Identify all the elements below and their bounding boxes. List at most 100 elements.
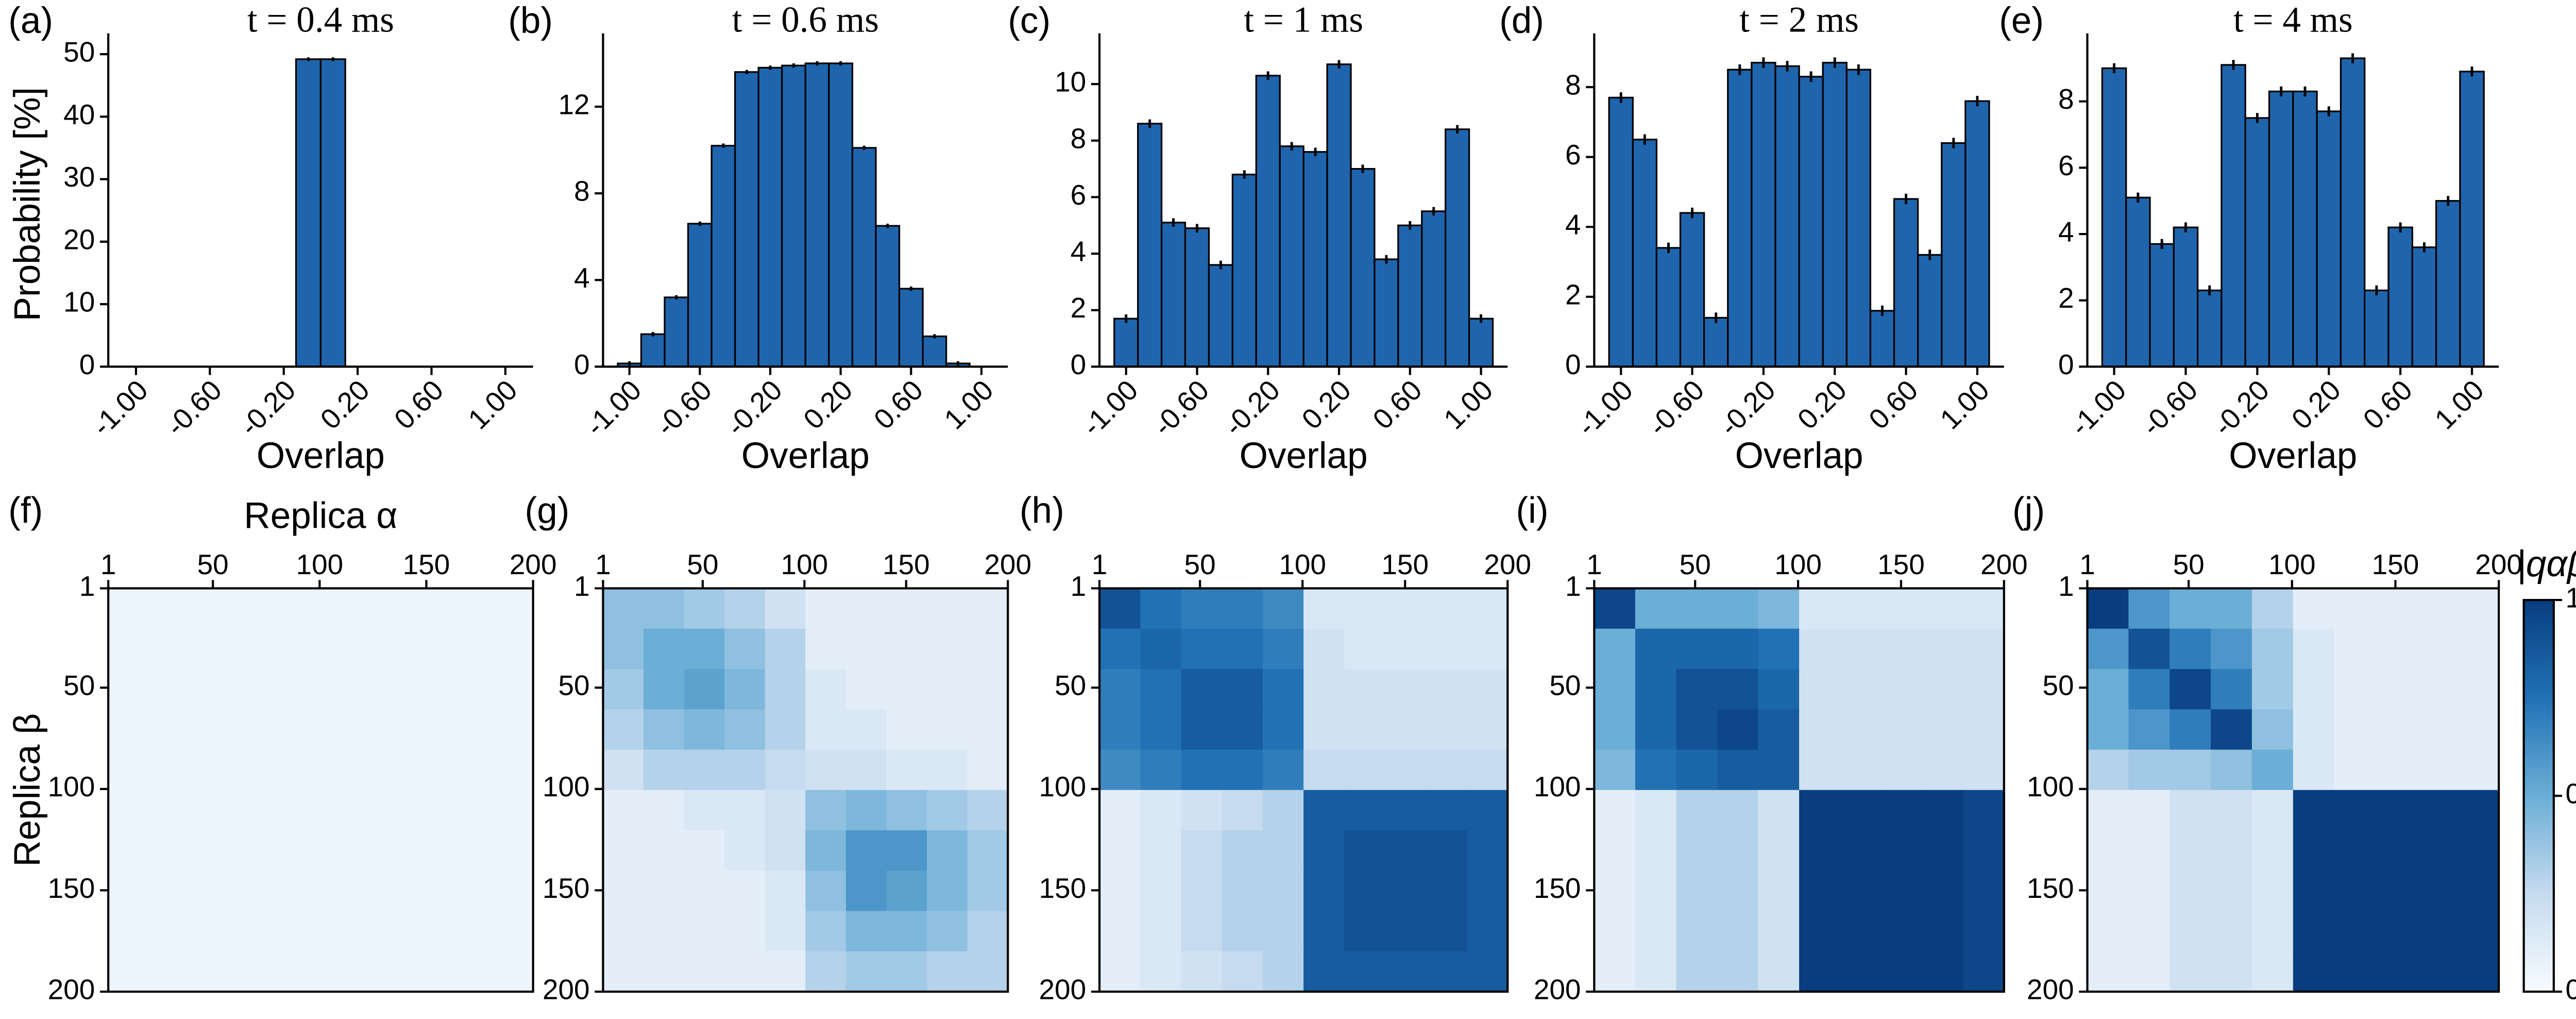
heatmap-cell [363, 709, 406, 750]
heatmap-cell [108, 588, 151, 629]
x-tick-label: 0.20 [797, 374, 858, 435]
heatmap-cell [967, 628, 1009, 670]
heatmap-cell [684, 830, 725, 872]
panel-label: (e) [1999, 1, 2044, 41]
heatmap-cell [150, 628, 194, 670]
heatmap-cell [2293, 951, 2335, 992]
bar [1468, 318, 1494, 368]
x-tick-label: 0.20 [314, 374, 376, 435]
bar [2411, 246, 2437, 368]
x-tick-label: -0.20 [1218, 374, 1286, 442]
y-tick-label: 1 [2058, 570, 2074, 602]
heatmap-cell [1758, 830, 1800, 872]
bar [2101, 67, 2127, 368]
y-tick-label: 0 [574, 348, 590, 380]
heatmap-cell [1467, 628, 1509, 670]
panel-label: (g) [525, 491, 570, 531]
heatmap-cell [2334, 830, 2376, 872]
heatmap-cell [1344, 588, 1386, 629]
heatmap-cell [2251, 669, 2294, 710]
heatmap-cell [1181, 669, 1223, 710]
heatmap-cell [927, 830, 968, 872]
heatmap-cell [1099, 749, 1141, 791]
bar [1798, 76, 1824, 368]
heatmap-cell [684, 628, 725, 670]
heatmap-cell [1262, 830, 1304, 872]
heatmap-cell [805, 669, 846, 710]
x-tick-label: 200 [510, 548, 557, 580]
heatmap-cell [603, 951, 645, 992]
y-tick-label: 4 [574, 262, 590, 294]
heatmap-cell [603, 871, 645, 912]
heatmap-cell [2170, 911, 2212, 952]
heatmap-cell [363, 628, 406, 670]
heatmap-cell [1676, 709, 1718, 750]
heatmap-cell [886, 749, 928, 791]
heatmap-cell [235, 911, 279, 952]
bar [1113, 318, 1139, 368]
heatmap-cell [490, 951, 534, 992]
heatmap-cell [967, 911, 1009, 952]
heatmap-cell [1676, 830, 1718, 872]
heatmap-cell [1676, 628, 1718, 670]
y-tick-label: 50 [2042, 670, 2074, 701]
heatmap-cell [1840, 830, 1882, 872]
heatmap-cell [1840, 749, 1882, 791]
heatmap-cell [320, 911, 364, 952]
heatmap-cell [448, 911, 492, 952]
heatmap-cell [1385, 749, 1427, 791]
heatmap-cell [2293, 790, 2335, 831]
heatmap-cell [278, 911, 321, 952]
heatmap-cell [2128, 588, 2171, 629]
heatmap-cell [1344, 871, 1386, 912]
heatmap-cell [1799, 709, 1841, 750]
heatmap-cell [1881, 911, 1923, 952]
heatmap-cell [805, 588, 846, 629]
heatmap-cell [2211, 830, 2252, 872]
heatmap-cell [2251, 749, 2294, 791]
heatmap-cell [405, 790, 449, 831]
x-tick-label: -0.20 [2207, 374, 2275, 442]
heatmap-cell [363, 749, 406, 791]
heatmap-cell [1426, 951, 1467, 992]
heatmap-cell [1426, 749, 1467, 791]
bar [1751, 61, 1776, 368]
heatmap-cell [1222, 749, 1263, 791]
bar [1302, 151, 1328, 368]
heatmap-cell [320, 790, 364, 831]
heatmap-cell [235, 588, 279, 629]
bar [1822, 61, 1848, 368]
y-tick-label: 0 [2058, 348, 2074, 380]
x-tick-label: 50 [1184, 548, 1216, 580]
y-tick-label: 0 [1565, 348, 1581, 380]
bar [1632, 139, 1658, 368]
x-tick-label: 50 [197, 548, 229, 580]
heatmap-cell [886, 628, 928, 670]
heatmap-cell [150, 790, 194, 831]
heatmap-cell [2293, 871, 2335, 912]
heatmap-cell [193, 588, 236, 629]
heatmap-cell [724, 911, 766, 952]
heatmap-cell [1262, 669, 1304, 710]
heatmap-cell [1594, 830, 1636, 872]
heatmap-cell [2416, 790, 2459, 831]
y-tick-label: 12 [558, 88, 590, 120]
heatmap-cell [1881, 749, 1923, 791]
y-tick-label: 50 [1055, 670, 1086, 701]
heatmap-cell [278, 790, 321, 831]
heatmap-cell [1635, 790, 1677, 831]
heatmap-cell [2128, 709, 2171, 750]
panel-title: t = 2 ms [1739, 0, 1859, 40]
y-axis-label: Replica β [7, 713, 48, 867]
heatmap-cell [1635, 871, 1677, 912]
heatmap-cell [927, 951, 968, 992]
heatmap-cell [2128, 669, 2171, 710]
heatmap-cell [1594, 790, 1636, 831]
heatmap-cell [845, 830, 887, 872]
heatmap-cell [1963, 669, 2005, 710]
heatmap-cell [320, 871, 364, 912]
y-tick-label: 2 [1071, 292, 1087, 324]
heatmap-cell [1385, 709, 1427, 750]
heatmap-cell [1303, 628, 1345, 670]
heatmap-cell [405, 669, 449, 710]
